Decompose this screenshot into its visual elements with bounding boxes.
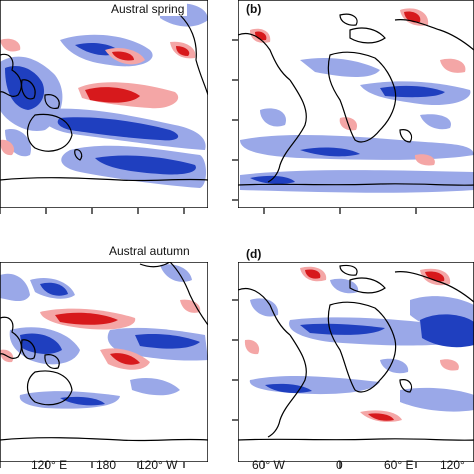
panel-c-title: Austral autumn [106,244,193,258]
panel-b-map [238,0,474,208]
panel-a-map [0,0,208,208]
panel-b-negative-strong [250,85,445,185]
x-tick-left-2: 120° W [138,458,178,472]
panel-d-coastlines [238,264,474,441]
panel-d-map [238,262,474,462]
panel-d-letter: (d) [244,247,264,261]
panel-d-negative-strong [265,314,474,393]
panel-c-map [0,262,208,462]
panel-c-coastlines [0,262,208,442]
x-tick-right-0: 60° W [252,458,285,472]
x-tick-left-1: 180 [96,458,117,472]
panel-a-title: Austral spring [108,2,188,16]
x-tick-right-2: 60° E [384,458,414,472]
axis-ticks [0,39,417,468]
panel-b-letter: (b) [244,2,264,16]
panel-b-coastlines [238,13,474,186]
panel-a-negative-strong [5,42,196,175]
x-tick-left-0: 120° E [31,458,68,472]
panel-b-positive-strong [255,11,421,41]
panel-c-positive-strong [55,312,140,365]
panel-c-negative-strong [20,282,200,406]
x-tick-right-1: 0 [336,458,343,472]
panel-d-positive-strong [305,269,445,421]
x-tick-right-3: 120° [440,458,465,472]
panel-a-positive-strong [85,46,190,103]
